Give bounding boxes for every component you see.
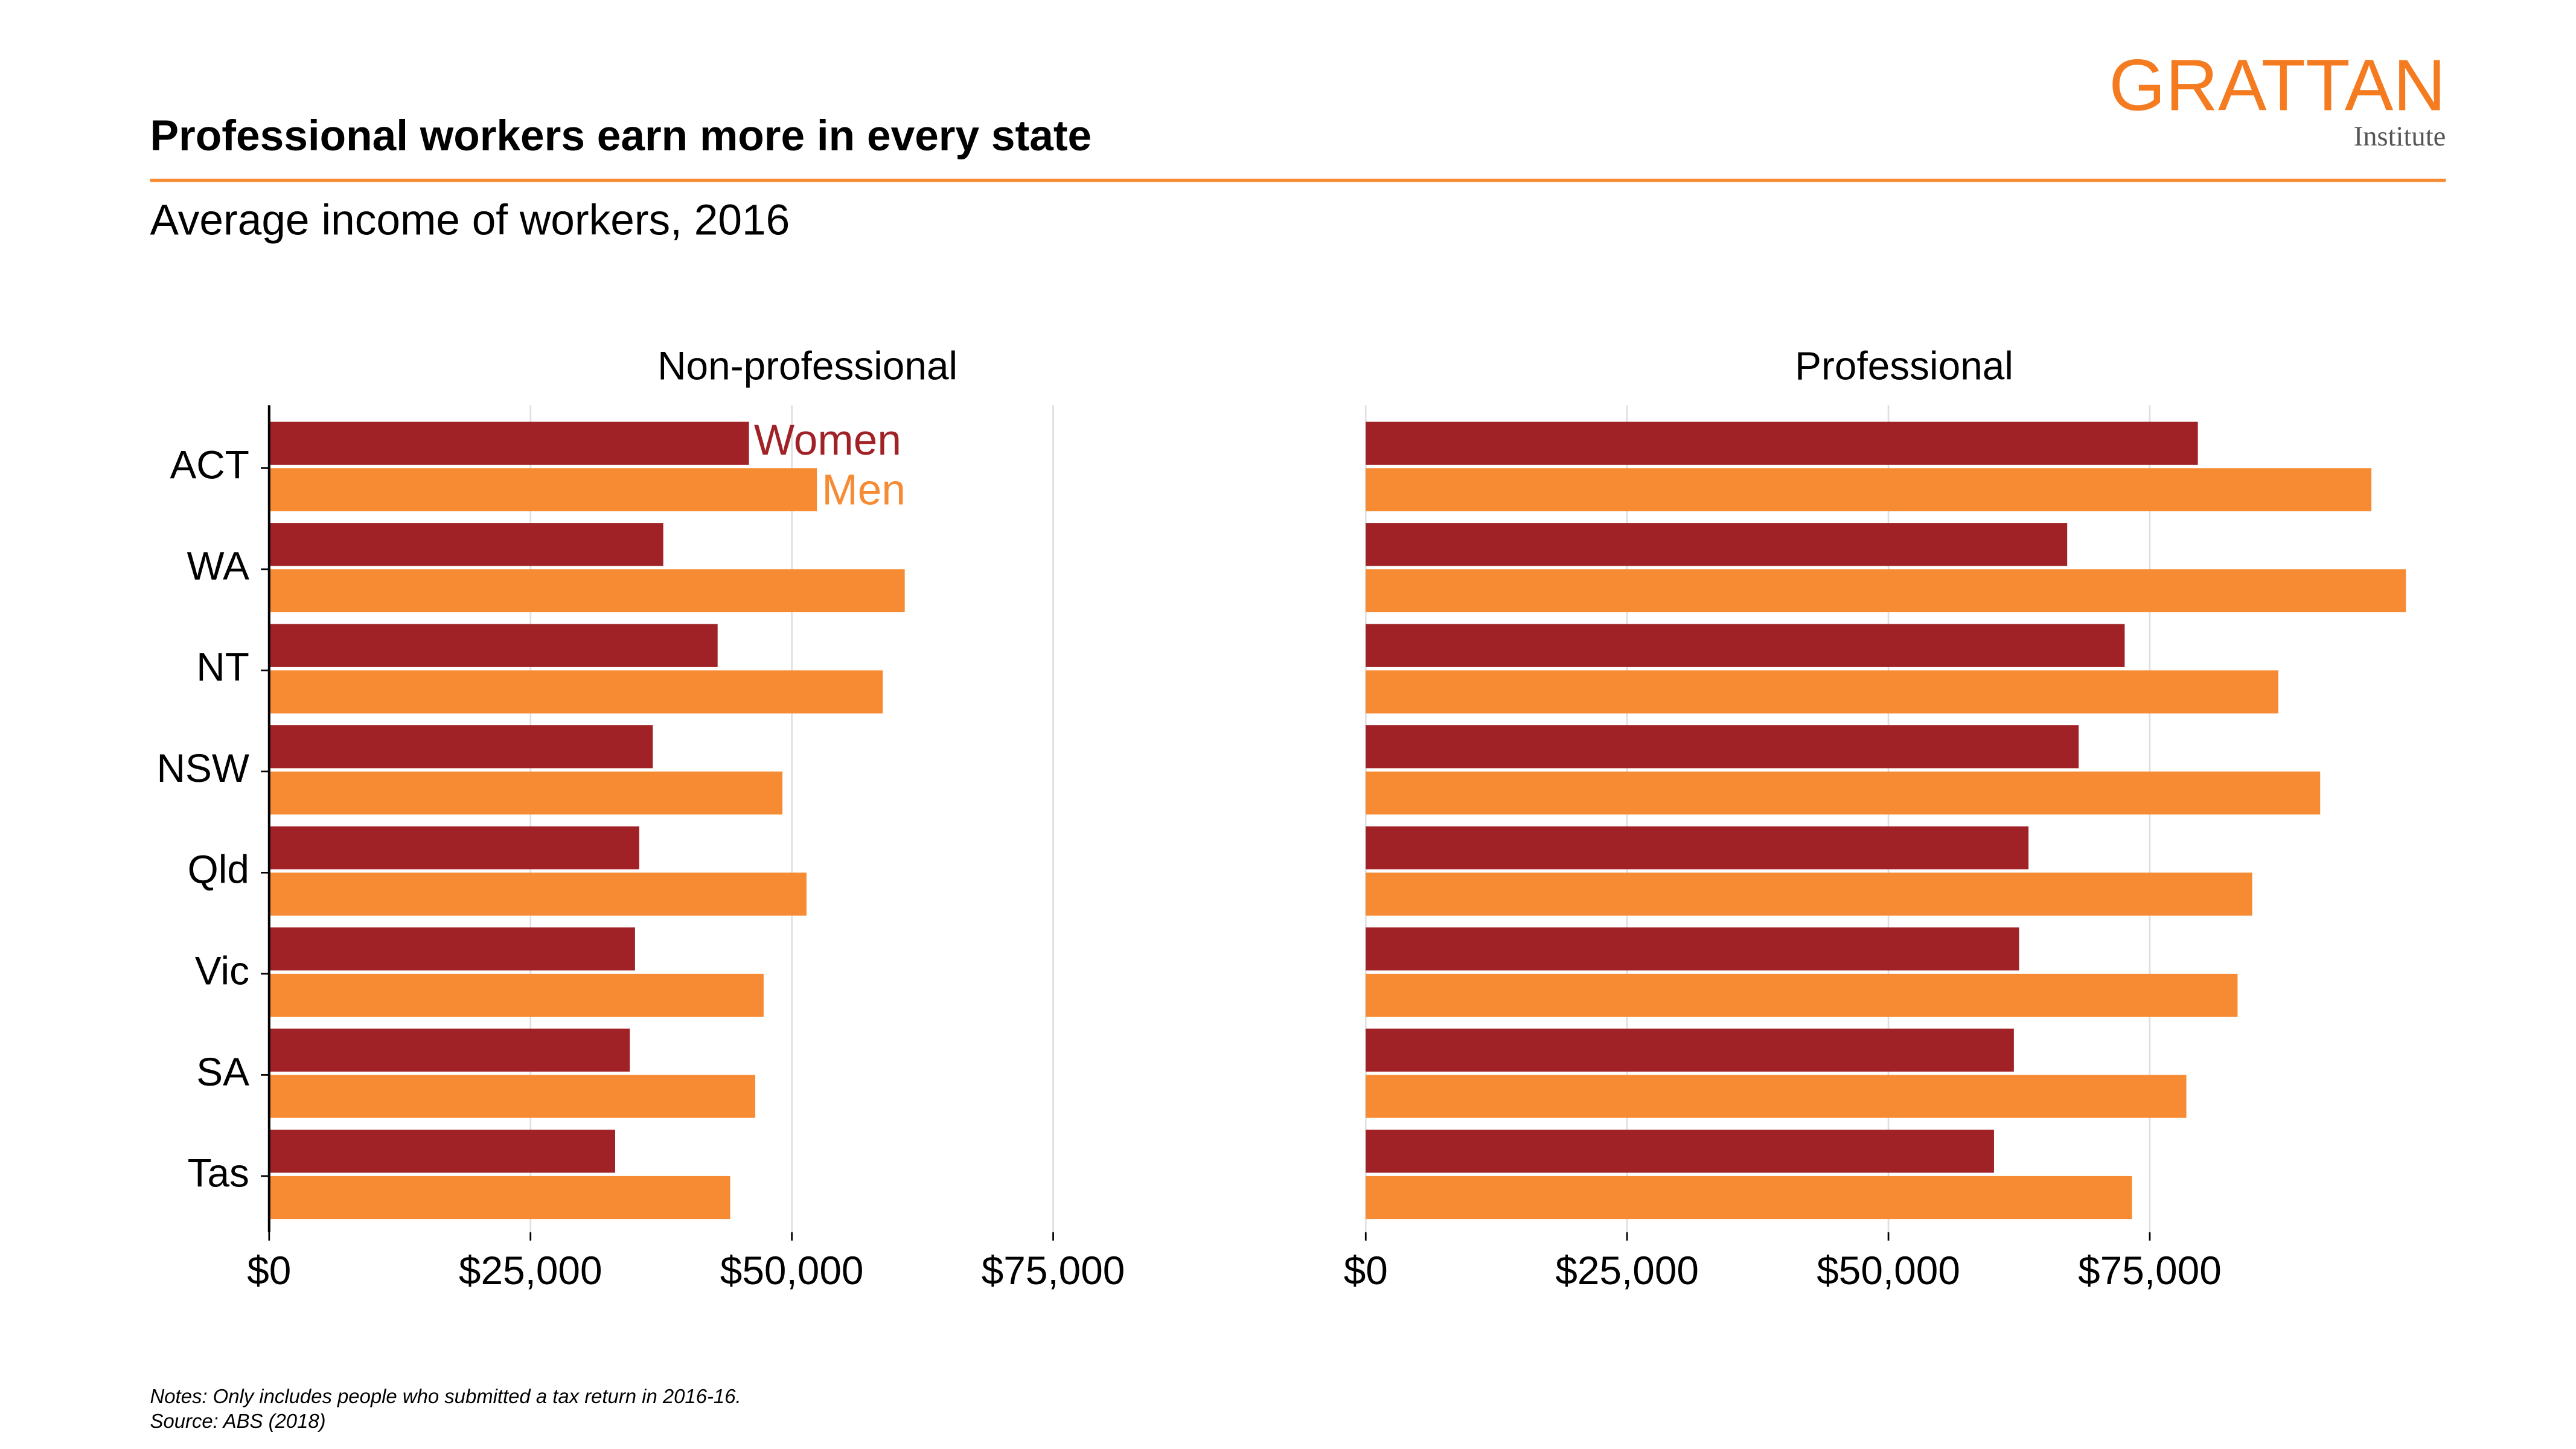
logo: GRATTAN: [2109, 45, 2446, 126]
bar: [1366, 725, 2079, 769]
x-tick-label: $0: [1344, 1248, 1388, 1293]
chart-title: Professional workers earn more in every …: [150, 112, 1092, 160]
bar: [1366, 1028, 2014, 1072]
y-tick-label: NSW: [157, 746, 249, 790]
bar: [269, 670, 883, 714]
bar: [269, 468, 817, 511]
bar: [1366, 973, 2238, 1017]
bar: [1366, 927, 2019, 971]
x-tick-label: $75,000: [982, 1248, 1125, 1293]
bar: [269, 421, 749, 465]
bar: [269, 927, 635, 971]
bar: [269, 725, 653, 769]
y-tick-label: ACT: [170, 443, 249, 487]
bar: [269, 1130, 615, 1173]
bar: [269, 973, 764, 1017]
x-tick-label: $75,000: [2078, 1248, 2222, 1293]
notes: Notes: Only includes people who submitte…: [150, 1385, 741, 1407]
x-tick-label: $50,000: [1817, 1248, 1960, 1293]
bar: [1366, 1075, 2187, 1118]
bar: [1366, 421, 2198, 465]
bar: [1366, 1176, 2132, 1220]
legend-label: Women: [754, 417, 901, 464]
y-tick-label: NT: [196, 645, 249, 689]
bar: [269, 771, 783, 815]
x-tick-label: $50,000: [720, 1248, 864, 1293]
bar: [269, 826, 639, 869]
bar: [269, 1075, 756, 1118]
x-tick-label: $25,000: [459, 1248, 602, 1293]
source: Source: ABS (2018): [150, 1410, 326, 1432]
panel-title: Non-professional: [657, 343, 957, 388]
y-tick-label: SA: [196, 1049, 249, 1094]
bar: [1366, 670, 2278, 714]
bar: [269, 872, 807, 916]
y-tick-label: Vic: [195, 948, 249, 993]
bar: [1366, 569, 2406, 613]
bar: [1366, 771, 2321, 815]
bar: [269, 569, 905, 613]
bar: [269, 523, 663, 566]
y-tick-label: WA: [187, 543, 249, 588]
bar: [1366, 872, 2252, 916]
bar: [1366, 826, 2029, 869]
x-tick-label: $0: [247, 1248, 291, 1293]
logo-sub: Institute: [2354, 121, 2446, 152]
bar: [1366, 624, 2125, 667]
y-tick-label: Qld: [188, 847, 249, 892]
x-tick-label: $25,000: [1555, 1248, 1699, 1293]
legend-label: Men: [822, 466, 906, 514]
y-tick-label: Tas: [188, 1150, 249, 1195]
chart-subtitle: Average income of workers, 2016: [150, 197, 790, 245]
bar: [269, 1176, 730, 1220]
bar: [1366, 1130, 1994, 1173]
bar: [269, 624, 718, 667]
bar: [1366, 523, 2068, 566]
bar: [269, 1028, 630, 1072]
bar: [1366, 468, 2372, 511]
panel-title: Professional: [1795, 343, 2013, 388]
